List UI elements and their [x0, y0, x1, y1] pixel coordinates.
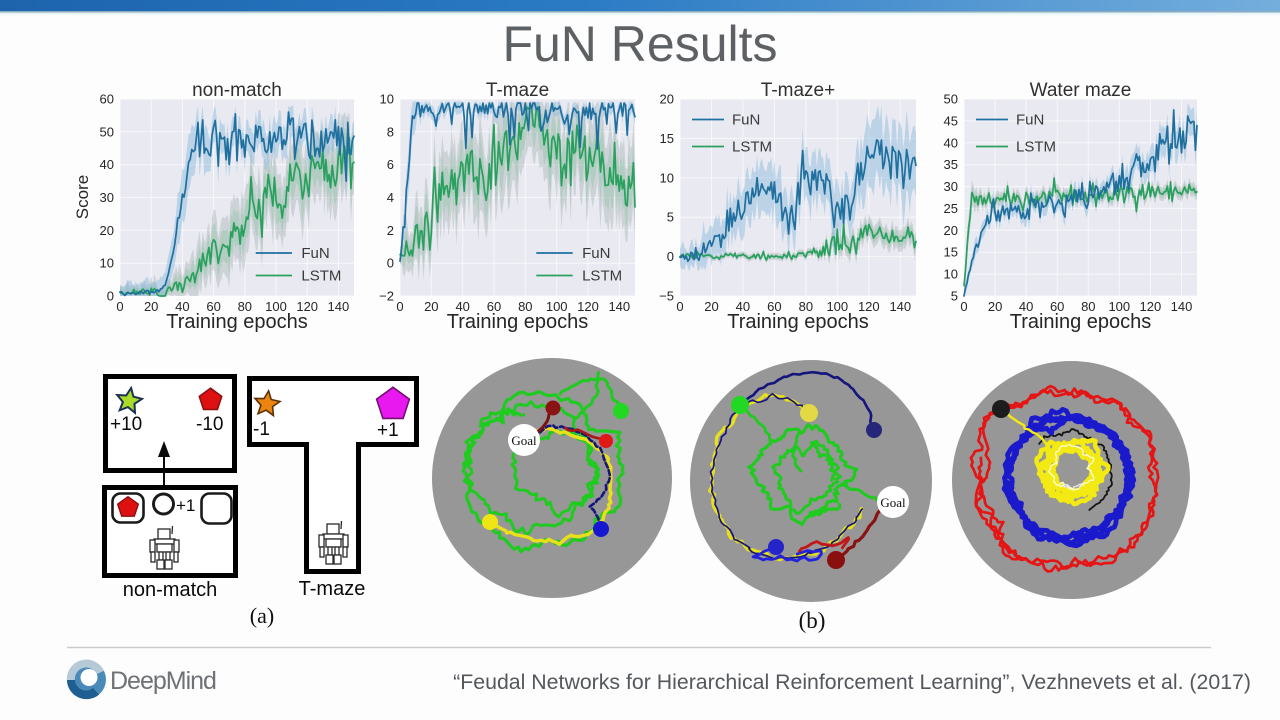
- svg-text:60: 60: [206, 299, 220, 314]
- svg-text:5: 5: [667, 210, 674, 225]
- svg-text:45: 45: [944, 113, 958, 128]
- svg-text:15: 15: [944, 245, 958, 260]
- svg-text:5: 5: [951, 289, 958, 304]
- svg-text:20: 20: [944, 223, 958, 238]
- svg-text:140: 140: [608, 299, 630, 314]
- svg-text:100: 100: [546, 299, 568, 314]
- svg-text:80: 80: [1081, 299, 1095, 314]
- svg-text:20: 20: [424, 299, 438, 314]
- svg-text:140: 140: [889, 299, 911, 314]
- svg-text:(a): (a): [250, 603, 274, 628]
- svg-text:Training epochs: Training epochs: [166, 311, 308, 333]
- svg-text:0: 0: [396, 299, 403, 314]
- svg-text:FuN: FuN: [301, 245, 329, 262]
- svg-text:10: 10: [380, 92, 394, 107]
- svg-text:8: 8: [387, 124, 394, 139]
- svg-text:120: 120: [1140, 299, 1162, 314]
- svg-text:80: 80: [799, 299, 813, 314]
- svg-text:140: 140: [1171, 299, 1193, 314]
- svg-text:Training epochs: Training epochs: [1010, 311, 1152, 333]
- svg-text:40: 40: [736, 299, 750, 314]
- svg-text:20: 20: [100, 223, 114, 238]
- svg-text:(b): (b): [799, 608, 826, 633]
- svg-text:20: 20: [144, 299, 158, 314]
- svg-text:10: 10: [944, 267, 958, 282]
- svg-text:T-maze: T-maze: [299, 578, 366, 600]
- svg-text:40: 40: [1019, 299, 1033, 314]
- svg-text:+10: +10: [110, 414, 142, 435]
- svg-text:LSTM: LSTM: [1016, 139, 1056, 156]
- svg-text:10: 10: [100, 256, 114, 271]
- svg-text:0: 0: [960, 299, 967, 314]
- svg-text:T-maze+: T-maze+: [761, 80, 835, 101]
- svg-text:Score: Score: [73, 175, 92, 219]
- svg-text:6: 6: [387, 157, 394, 172]
- svg-text:+1: +1: [176, 496, 195, 515]
- svg-text:DeepMind: DeepMind: [110, 667, 216, 695]
- svg-text:60: 60: [1050, 299, 1064, 314]
- svg-text:40: 40: [100, 157, 114, 172]
- svg-text:100: 100: [826, 299, 848, 314]
- svg-text:-1: -1: [253, 419, 270, 440]
- svg-text:LSTM: LSTM: [732, 139, 772, 156]
- svg-text:35: 35: [944, 157, 958, 172]
- svg-text:80: 80: [238, 299, 252, 314]
- svg-text:2: 2: [387, 223, 394, 238]
- svg-text:0: 0: [116, 299, 123, 314]
- svg-text:120: 120: [577, 299, 599, 314]
- svg-text:100: 100: [1108, 299, 1130, 314]
- svg-text:140: 140: [328, 299, 350, 314]
- svg-text:0: 0: [107, 289, 114, 304]
- svg-text:4: 4: [387, 190, 394, 205]
- svg-text:Training epochs: Training epochs: [727, 311, 869, 333]
- svg-text:non-match: non-match: [192, 80, 282, 101]
- svg-text:50: 50: [100, 124, 114, 139]
- svg-text:LSTM: LSTM: [301, 268, 341, 285]
- svg-text:15: 15: [660, 131, 674, 146]
- svg-text:FuN: FuN: [582, 245, 610, 262]
- svg-text:60: 60: [487, 299, 501, 314]
- svg-text:40: 40: [944, 135, 958, 150]
- svg-text:−2: −2: [379, 289, 394, 304]
- svg-text:120: 120: [296, 299, 318, 314]
- svg-text:30: 30: [100, 190, 114, 205]
- svg-text:25: 25: [944, 201, 958, 216]
- svg-text:“Feudal Networks for Hierarchi: “Feudal Networks for Hierarchical Reinfo…: [453, 670, 1251, 694]
- svg-text:FuN: FuN: [732, 112, 760, 129]
- svg-text:Goal: Goal: [511, 433, 537, 448]
- svg-text:50: 50: [944, 92, 958, 107]
- svg-text:−5: −5: [659, 289, 674, 304]
- svg-text:0: 0: [676, 299, 683, 314]
- svg-text:non-match: non-match: [123, 579, 218, 601]
- svg-text:0: 0: [387, 256, 394, 271]
- svg-text:Training epochs: Training epochs: [447, 311, 589, 333]
- svg-text:Water maze: Water maze: [1030, 80, 1132, 101]
- svg-text:20: 20: [988, 299, 1002, 314]
- svg-text:Goal: Goal: [880, 495, 906, 510]
- svg-text:T-maze: T-maze: [486, 80, 549, 101]
- svg-text:0: 0: [667, 249, 674, 264]
- svg-text:80: 80: [518, 299, 532, 314]
- svg-text:-10: -10: [196, 414, 223, 435]
- svg-text:120: 120: [858, 299, 880, 314]
- svg-text:20: 20: [660, 92, 674, 107]
- svg-text:20: 20: [704, 299, 718, 314]
- svg-text:60: 60: [100, 92, 114, 107]
- svg-text:+1: +1: [377, 420, 399, 441]
- svg-text:FuN Results: FuN Results: [502, 16, 777, 72]
- svg-text:30: 30: [944, 179, 958, 194]
- svg-text:FuN: FuN: [1016, 112, 1044, 129]
- svg-text:60: 60: [767, 299, 781, 314]
- svg-text:LSTM: LSTM: [582, 268, 622, 285]
- svg-text:10: 10: [660, 170, 674, 185]
- svg-text:40: 40: [455, 299, 469, 314]
- svg-text:40: 40: [175, 299, 189, 314]
- svg-text:100: 100: [265, 299, 287, 314]
